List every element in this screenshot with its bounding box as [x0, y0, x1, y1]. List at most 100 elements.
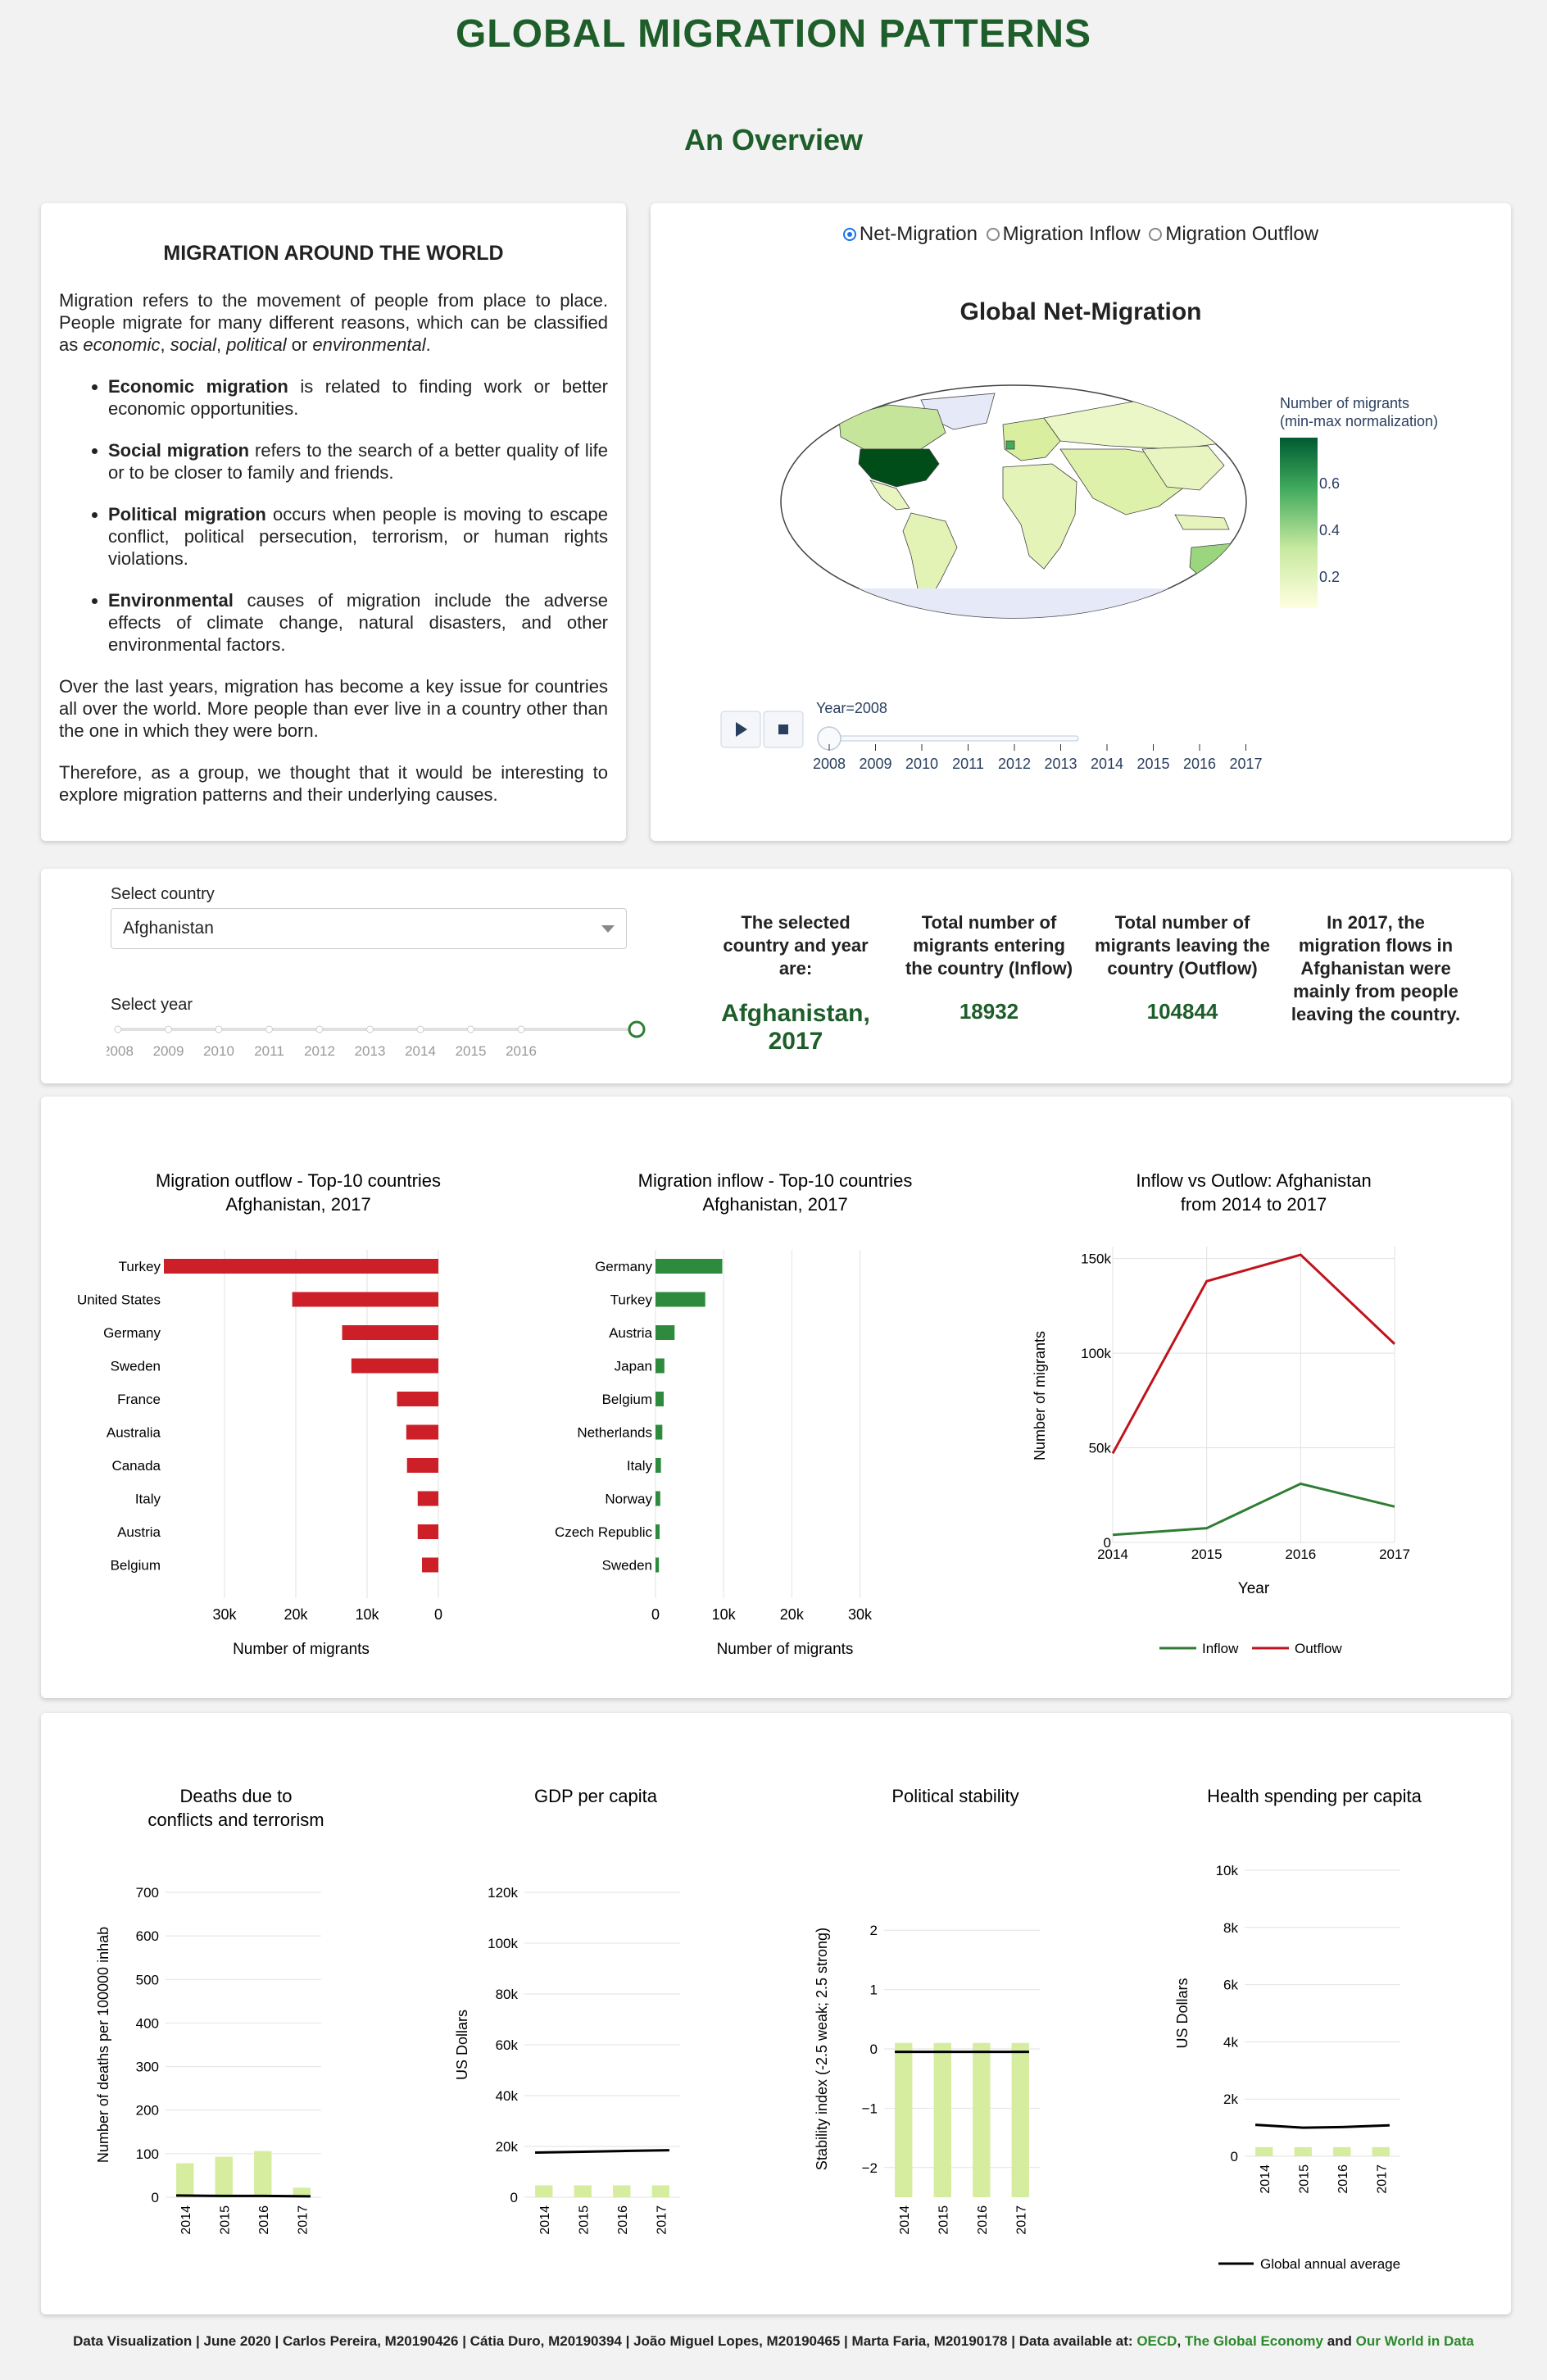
- country-indonesia[interactable]: [1174, 514, 1230, 530]
- outflow-chart-bar[interactable]: [406, 1424, 438, 1440]
- inflow-chart-bar[interactable]: [656, 1325, 675, 1340]
- year-slider-tick-label[interactable]: 2014: [405, 1043, 436, 1059]
- year-slider-tick-label[interactable]: 2010: [203, 1043, 234, 1059]
- year-slider-tick-label[interactable]: 2015: [1136, 756, 1169, 772]
- inflow-chart-bar[interactable]: [656, 1292, 705, 1307]
- health-chart-bar[interactable]: [1333, 2146, 1351, 2156]
- radio-migration-outflow[interactable]: Migration Outflow: [1149, 223, 1318, 246]
- deaths-chart-bar[interactable]: [254, 2151, 272, 2197]
- gdp-chart-ytick: 20k: [496, 2139, 519, 2155]
- year-slider-dot[interactable]: [517, 1025, 525, 1033]
- inflow-chart-bar[interactable]: [656, 1358, 665, 1374]
- year-slider-tick-label[interactable]: 2011: [254, 1043, 284, 1059]
- year-slider-tick-label[interactable]: 2011: [952, 756, 984, 772]
- legend-label-outflow[interactable]: Outflow: [1295, 1641, 1342, 1656]
- inflow-chart-bar[interactable]: [656, 1392, 664, 1406]
- health-chart-bar[interactable]: [1294, 2146, 1312, 2156]
- stability-chart-bar[interactable]: [895, 2042, 913, 2197]
- year-slider-dot[interactable]: [215, 1025, 223, 1033]
- year-slider-tick-label[interactable]: 2014: [1091, 756, 1123, 772]
- play-icon[interactable]: [736, 722, 747, 737]
- gdp-chart-average-line[interactable]: [535, 2149, 669, 2154]
- country-africa[interactable]: [1002, 463, 1077, 570]
- country-china[interactable]: [1141, 445, 1225, 491]
- deaths-chart-bar[interactable]: [293, 2187, 311, 2197]
- line-series-inflow[interactable]: [1112, 1482, 1395, 1537]
- gdp-chart-bar[interactable]: [651, 2185, 669, 2197]
- health-chart-bar[interactable]: [1255, 2146, 1273, 2156]
- year-slider-dot[interactable]: [416, 1025, 424, 1033]
- stability-chart-bar[interactable]: [933, 2042, 951, 2197]
- colorbar-title: Number of migrants: [1280, 395, 1409, 411]
- deaths-chart-subtitle: conflicts and terrorism: [147, 1810, 324, 1830]
- year-slider-track[interactable]: [822, 735, 1079, 742]
- health-chart-bar[interactable]: [1372, 2146, 1390, 2156]
- country-australia[interactable]: [1189, 542, 1257, 588]
- year-slider-tick-label[interactable]: 2016: [506, 1043, 537, 1059]
- outflow-chart-subtitle: Afghanistan, 2017: [225, 1194, 370, 1215]
- inflow-chart-bar[interactable]: [656, 1557, 660, 1573]
- stability-chart-bar[interactable]: [1011, 2042, 1029, 2197]
- year-slider-tick-label[interactable]: 2016: [1183, 756, 1216, 772]
- inflow-chart-bar[interactable]: [656, 1524, 660, 1539]
- stability-chart-bar[interactable]: [973, 2042, 991, 2197]
- inflow-chart-bar[interactable]: [656, 1424, 663, 1440]
- gdp-chart-bar[interactable]: [613, 2185, 631, 2197]
- year-slider-tick-label[interactable]: 2012: [998, 756, 1031, 772]
- gdp-chart-bar[interactable]: [574, 2185, 592, 2197]
- radio-migration-inflow[interactable]: Migration Inflow: [986, 223, 1141, 246]
- outflow-chart-bar[interactable]: [164, 1259, 438, 1274]
- year-slider-tick-label[interactable]: 2013: [1044, 756, 1077, 772]
- year-slider-tick-label[interactable]: 2008: [107, 1043, 134, 1059]
- country-usa[interactable]: [858, 448, 940, 488]
- outflow-chart-bar[interactable]: [351, 1358, 438, 1374]
- line-series-outflow[interactable]: [1111, 1253, 1396, 1455]
- gdp-chart-bar[interactable]: [535, 2185, 553, 2197]
- year-slider-tick-label[interactable]: 2017: [1229, 756, 1262, 772]
- outflow-chart-bar[interactable]: [292, 1292, 438, 1307]
- radio-dot-icon[interactable]: [842, 228, 856, 241]
- chevron-down-icon[interactable]: [601, 925, 615, 933]
- year-slider-dot[interactable]: [467, 1025, 474, 1033]
- health-chart-ytick: 2k: [1223, 2092, 1238, 2107]
- inflow-chart-bar[interactable]: [656, 1259, 723, 1274]
- outflow-chart-bar[interactable]: [406, 1458, 438, 1473]
- outflow-chart-bar[interactable]: [342, 1325, 438, 1340]
- year-slider-handle[interactable]: [628, 1020, 646, 1038]
- country-dropdown[interactable]: Afghanistan: [111, 908, 627, 949]
- deaths-chart-bar[interactable]: [215, 2156, 233, 2197]
- footer-link-oecd[interactable]: OECD: [1136, 2333, 1177, 2349]
- inflow-chart-bar[interactable]: [656, 1491, 660, 1506]
- year-slider-tick-label[interactable]: 2009: [859, 756, 891, 772]
- outflow-chart-bar[interactable]: [397, 1392, 438, 1406]
- inflow-chart-bar[interactable]: [656, 1458, 661, 1473]
- radio-dot-icon[interactable]: [1149, 228, 1163, 241]
- year-slider-tick-label[interactable]: 2008: [813, 756, 846, 772]
- outflow-chart-bar[interactable]: [417, 1491, 438, 1506]
- year-slider-tick-label[interactable]: 2015: [456, 1043, 487, 1059]
- year-slider-dot[interactable]: [315, 1025, 324, 1033]
- radio-dot-icon[interactable]: [986, 228, 1000, 241]
- legend-label-average[interactable]: Global annual average: [1260, 2256, 1400, 2272]
- year-slider-tick-label[interactable]: 2013: [355, 1043, 386, 1059]
- deaths-chart-bar[interactable]: [176, 2163, 194, 2197]
- stop-icon[interactable]: [778, 724, 788, 734]
- year-slider-dot[interactable]: [114, 1025, 122, 1033]
- country-mexico[interactable]: [869, 479, 910, 511]
- year-slider-dot[interactable]: [165, 1025, 172, 1033]
- country-uk[interactable]: [1005, 440, 1015, 450]
- legend-label-inflow[interactable]: Inflow: [1202, 1641, 1239, 1656]
- year-select-slider[interactable]: 2008 2009 2010 2011 2012 2013 2014 2015 2016: [107, 1013, 680, 1070]
- outflow-chart-bar[interactable]: [421, 1557, 438, 1573]
- year-slider-tick-label[interactable]: 2009: [153, 1043, 184, 1059]
- year-slider-dot[interactable]: [265, 1025, 273, 1033]
- health-chart-average-line[interactable]: [1254, 2123, 1390, 2129]
- footer-link-global-economy[interactable]: The Global Economy: [1184, 2333, 1323, 2349]
- footer-link-owid[interactable]: Our World in Data: [1355, 2333, 1474, 2349]
- country-canada[interactable]: [838, 404, 946, 450]
- radio-net-migration[interactable]: Net-Migration: [842, 223, 978, 246]
- outflow-chart-bar[interactable]: [417, 1524, 438, 1539]
- year-slider-tick-label[interactable]: 2010: [905, 756, 938, 772]
- year-slider-tick-label[interactable]: 2012: [304, 1043, 335, 1059]
- year-slider-dot[interactable]: [366, 1025, 374, 1033]
